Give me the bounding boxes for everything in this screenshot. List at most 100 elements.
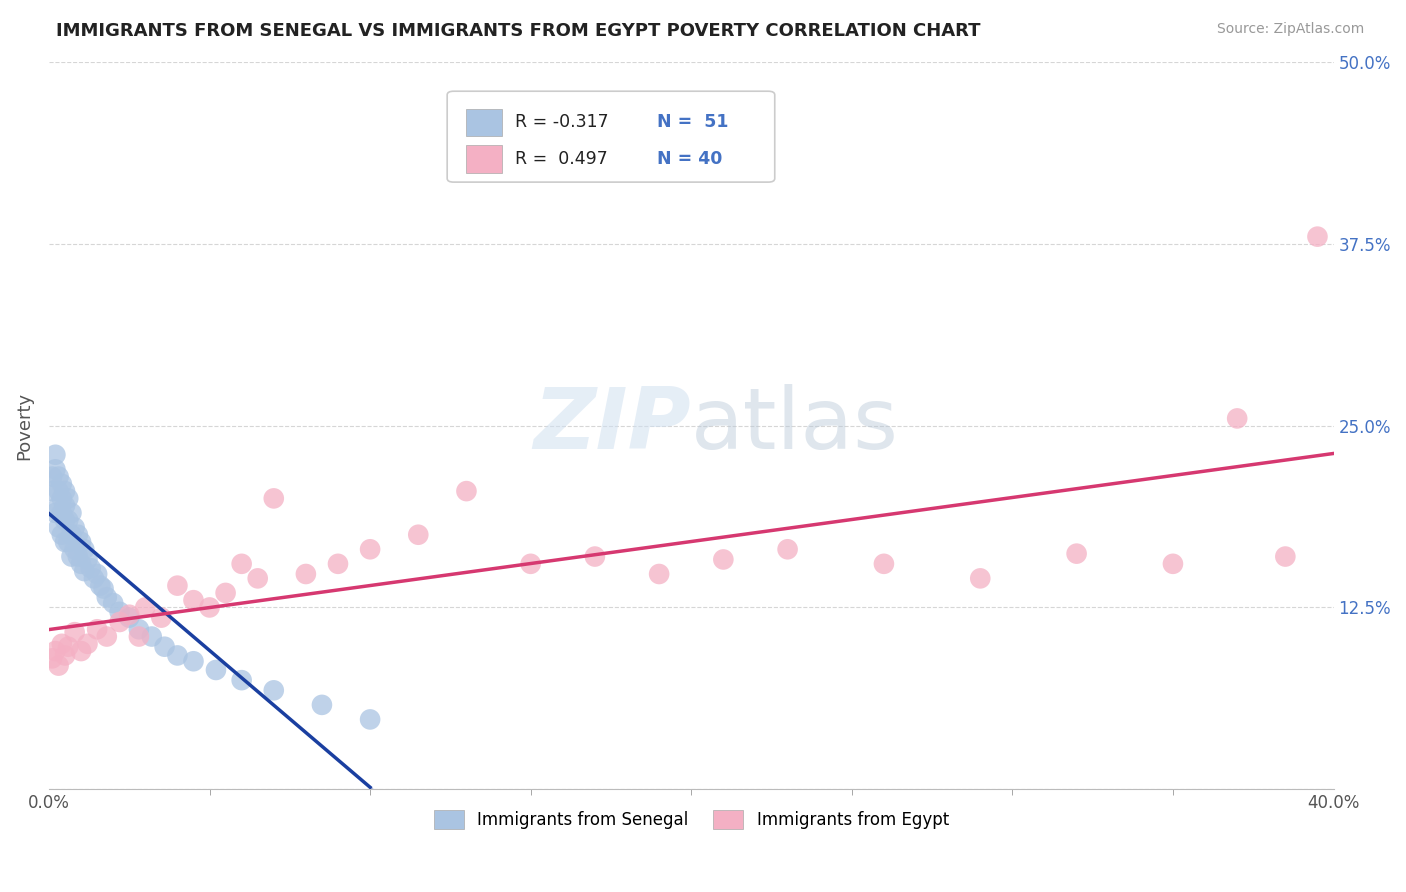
Point [134, 600, 156, 615]
Point [93, 582, 115, 596]
Point [51, 491, 73, 506]
Point [83, 571, 105, 585]
Point [76, 637, 98, 651]
Point [51, 527, 73, 541]
Point [108, 615, 131, 629]
Point [60, 549, 83, 564]
Point [969, 571, 991, 585]
Point [246, 571, 269, 585]
Point [118, 610, 141, 624]
Point [58, 491, 80, 506]
Point [53, 648, 76, 663]
Point [60, 527, 83, 541]
Point [583, 549, 606, 564]
Point [1161, 557, 1184, 571]
Point [776, 542, 799, 557]
Point [128, 630, 150, 644]
Point [53, 513, 76, 527]
Point [86, 622, 108, 636]
Point [41, 651, 63, 665]
Point [205, 663, 228, 677]
Point [648, 567, 671, 582]
Point [711, 552, 734, 566]
Point [41, 469, 63, 483]
Point [70, 644, 93, 658]
Text: R = -0.317: R = -0.317 [515, 113, 609, 131]
Point [58, 513, 80, 527]
Point [1066, 547, 1088, 561]
Point [80, 561, 103, 575]
Point [118, 607, 141, 622]
Point [456, 484, 478, 499]
Point [519, 557, 541, 571]
Point [51, 637, 73, 651]
Point [53, 484, 76, 499]
Point [48, 469, 70, 483]
Point [66, 527, 89, 541]
Point [44, 644, 66, 658]
Point [231, 673, 253, 688]
FancyBboxPatch shape [467, 145, 502, 173]
Point [406, 527, 429, 541]
Point [58, 640, 80, 654]
Point [231, 557, 253, 571]
Point [359, 542, 381, 557]
Point [63, 542, 86, 557]
Point [76, 552, 98, 566]
Point [295, 567, 318, 582]
Point [63, 625, 86, 640]
Text: ZIP: ZIP [534, 384, 692, 467]
FancyBboxPatch shape [447, 91, 775, 182]
Legend: Immigrants from Senegal, Immigrants from Egypt: Immigrants from Senegal, Immigrants from… [427, 803, 956, 836]
Point [263, 683, 285, 698]
Point [103, 596, 125, 610]
Point [48, 484, 70, 499]
Point [263, 491, 285, 506]
Point [198, 600, 221, 615]
Point [166, 579, 188, 593]
Point [41, 484, 63, 499]
Point [108, 605, 131, 619]
Point [70, 535, 93, 549]
Point [48, 658, 70, 673]
FancyBboxPatch shape [467, 109, 502, 136]
Point [96, 591, 118, 605]
Point [44, 448, 66, 462]
Point [51, 476, 73, 491]
Point [141, 630, 163, 644]
Point [86, 567, 108, 582]
Text: N =  51: N = 51 [657, 113, 728, 131]
Text: R =  0.497: R = 0.497 [515, 150, 607, 168]
Point [70, 557, 93, 571]
Point [166, 648, 188, 663]
Point [214, 586, 236, 600]
Point [44, 462, 66, 476]
Text: N = 40: N = 40 [657, 150, 721, 168]
Point [53, 499, 76, 513]
Point [311, 698, 333, 712]
Point [128, 622, 150, 636]
Point [1274, 549, 1296, 564]
Y-axis label: Poverty: Poverty [15, 392, 32, 459]
Point [73, 542, 96, 557]
Point [326, 557, 349, 571]
Text: atlas: atlas [692, 384, 900, 467]
Point [873, 557, 896, 571]
Point [58, 535, 80, 549]
Point [60, 506, 83, 520]
Point [48, 520, 70, 534]
Point [48, 499, 70, 513]
Point [63, 520, 86, 534]
Point [1226, 411, 1249, 425]
Text: Source: ZipAtlas.com: Source: ZipAtlas.com [1216, 22, 1364, 37]
Point [150, 610, 173, 624]
Point [183, 593, 205, 607]
Text: IMMIGRANTS FROM SENEGAL VS IMMIGRANTS FROM EGYPT POVERTY CORRELATION CHART: IMMIGRANTS FROM SENEGAL VS IMMIGRANTS FR… [56, 22, 981, 40]
Point [66, 549, 89, 564]
Point [53, 535, 76, 549]
Point [51, 506, 73, 520]
Point [96, 630, 118, 644]
Point [153, 640, 176, 654]
Point [89, 579, 111, 593]
Point [1306, 229, 1329, 244]
